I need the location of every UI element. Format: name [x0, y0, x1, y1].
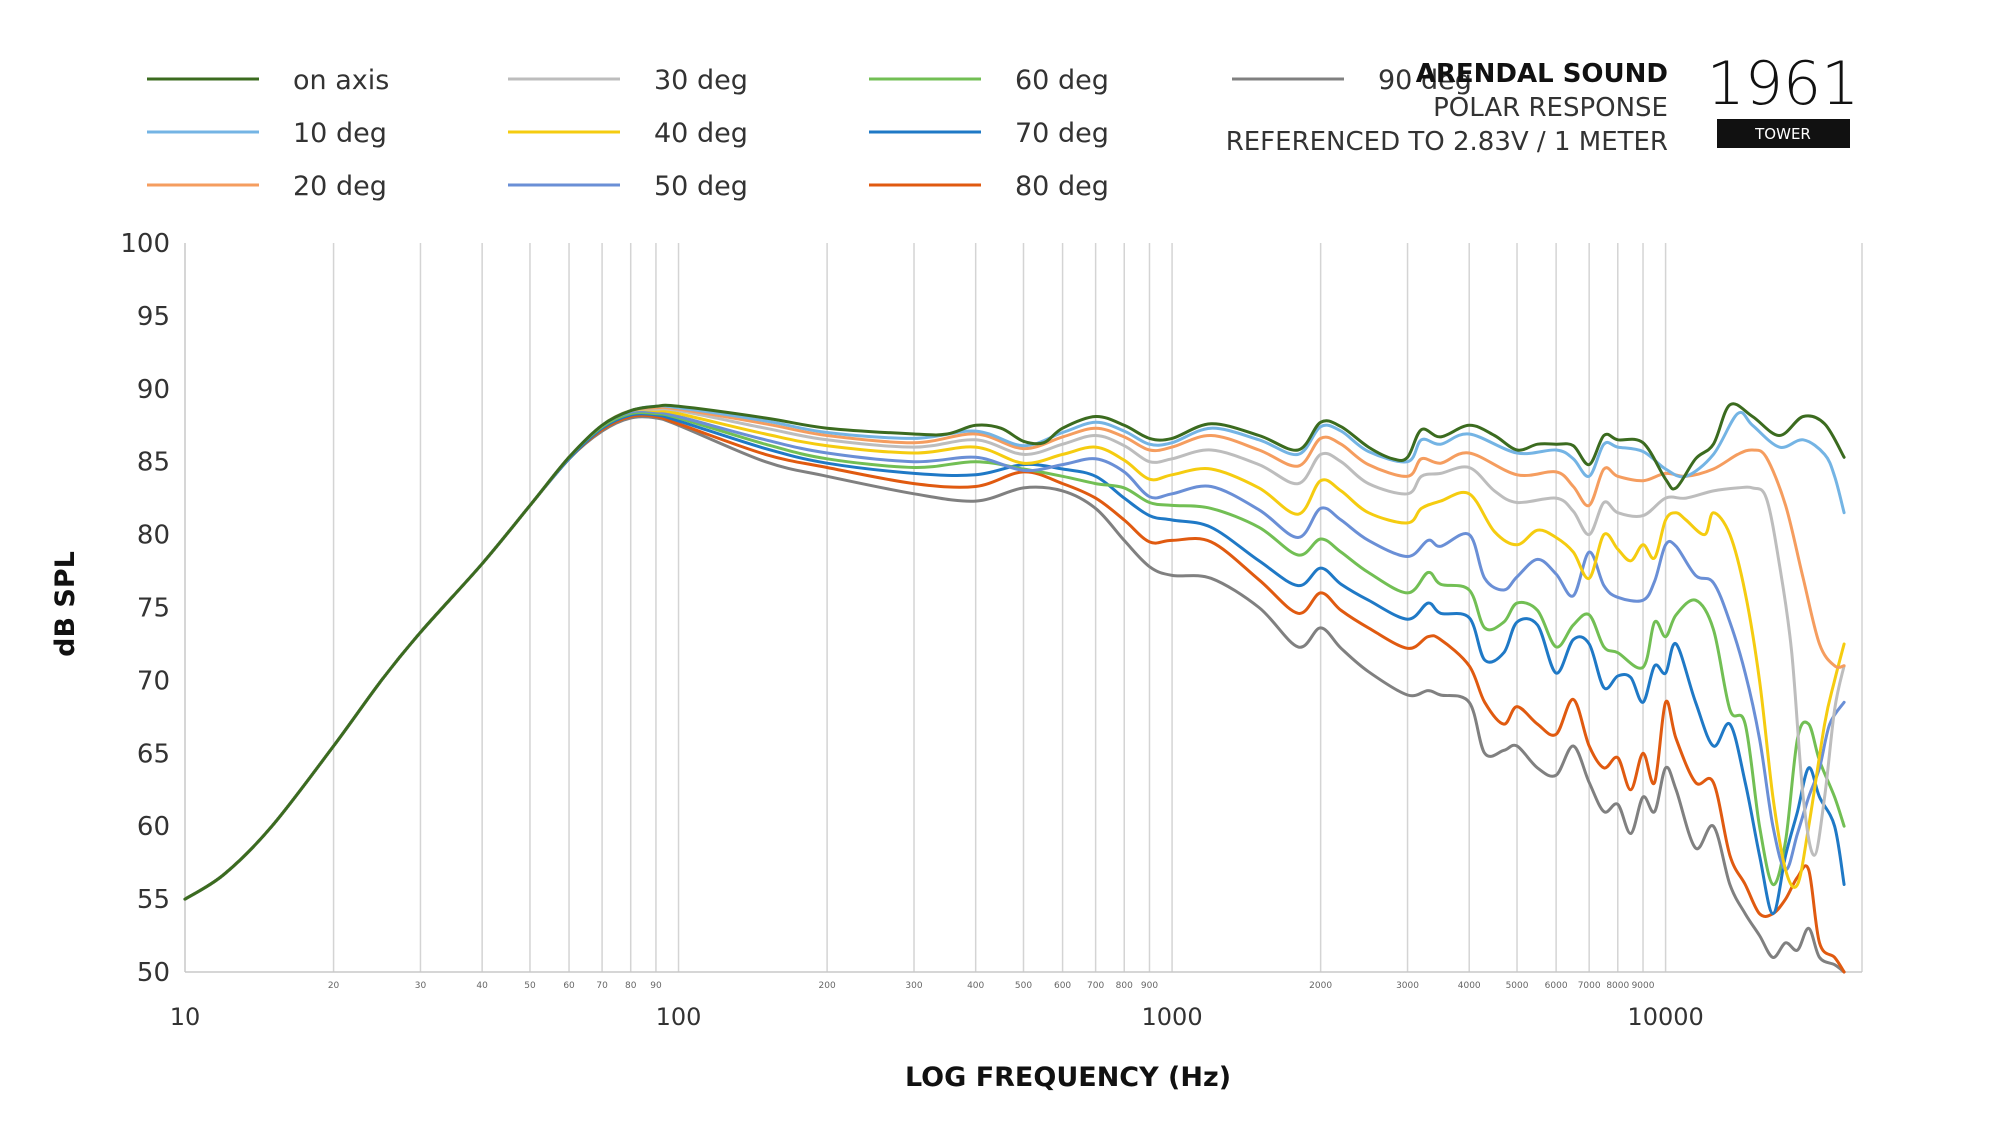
legend-label: 90 deg	[1378, 65, 1472, 96]
legend-label: 70 deg	[1015, 118, 1109, 149]
y-tick-label: 100	[120, 229, 170, 259]
series-lines	[183, 402, 1846, 974]
y-tick-label: 65	[137, 739, 170, 769]
legend-label: 50 deg	[654, 171, 748, 202]
x-minor-tick-label: 70	[596, 981, 608, 991]
x-major-tick-label: 100	[656, 1003, 702, 1031]
x-minor-tick-label: 60	[563, 981, 575, 991]
x-minor-tick-label: 9000	[1632, 981, 1655, 991]
series-line-20-deg	[183, 405, 1846, 901]
y-tick-label: 70	[137, 666, 170, 696]
chart-subtitle: POLAR RESPONSE	[1433, 93, 1668, 123]
x-minor-tick-label: 90	[650, 981, 662, 991]
x-minor-tick-label: 600	[1054, 981, 1071, 991]
x-minor-tick-label: 200	[819, 981, 836, 991]
y-tick-label: 85	[137, 448, 170, 478]
x-minor-tick-label: 40	[476, 981, 488, 991]
y-tick-label: 95	[137, 302, 170, 332]
x-minor-tick-label: 6000	[1545, 981, 1568, 991]
legend-label: 60 deg	[1015, 65, 1109, 96]
legend-item-20-deg: 20 deg	[147, 171, 387, 202]
series-line-10-deg	[183, 404, 1846, 901]
y-axis-ticks: 100 95 90 85 80 75 70 65 60 55 50	[120, 229, 170, 988]
x-minor-tick-label: 900	[1141, 981, 1158, 991]
y-tick-label: 90	[137, 375, 170, 405]
legend-label: 10 deg	[293, 118, 387, 149]
x-axis-ticks: 10 100 1000 10000 20 30 40 50 60 70 80 90 200 300 400 5…	[170, 981, 1704, 1031]
legend-label: 30 deg	[654, 65, 748, 96]
x-major-tick-label: 1000	[1142, 1003, 1203, 1031]
legend-item-10-deg: 10 deg	[147, 118, 387, 149]
grid	[184, 243, 1863, 973]
brand-title: ARENDAL SOUND	[1416, 59, 1668, 89]
y-tick-label: 80	[137, 521, 170, 551]
x-minor-tick-label: 4000	[1458, 981, 1481, 991]
x-minor-tick-label: 20	[328, 981, 340, 991]
legend-item-80-deg: 80 deg	[869, 171, 1109, 202]
y-tick-label: 60	[137, 812, 170, 842]
series-line-30-deg	[183, 407, 1846, 901]
legend-label: 80 deg	[1015, 171, 1109, 202]
chart-header: ARENDAL SOUND POLAR RESPONSE REFERENCED …	[1226, 59, 1668, 157]
legend-label: 20 deg	[293, 171, 387, 202]
x-minor-tick-label: 8000	[1606, 981, 1629, 991]
series-line-90-deg	[183, 415, 1846, 974]
legend-item-60-deg: 60 deg	[869, 65, 1109, 96]
legend-item-30-deg: 30 deg	[508, 65, 748, 96]
legend-item-90-deg: 90 deg	[1232, 65, 1472, 96]
series-line-50-deg	[183, 409, 1846, 901]
legend: on axis 10 deg 20 deg 30 deg 40 deg 50 deg 60 …	[147, 65, 1472, 202]
legend-label: 40 deg	[654, 118, 748, 149]
series-line-80-deg	[183, 413, 1846, 974]
y-tick-label: 50	[137, 958, 170, 988]
x-minor-tick-label: 50	[524, 981, 536, 991]
x-minor-tick-label: 2000	[1309, 981, 1332, 991]
x-minor-tick-label: 80	[625, 981, 637, 991]
legend-item-on-axis: on axis	[147, 65, 389, 96]
x-major-tick-label: 10000	[1627, 1003, 1703, 1031]
x-minor-tick-label: 7000	[1578, 981, 1601, 991]
reference-note: REFERENCED TO 2.83V / 1 METER	[1226, 127, 1668, 157]
x-minor-tick-label: 3000	[1396, 981, 1419, 991]
series-line-60-deg	[183, 410, 1846, 901]
x-major-tick-label: 10	[170, 1003, 201, 1031]
logo-tag-background	[1717, 119, 1850, 148]
x-minor-tick-label: 500	[1015, 981, 1032, 991]
legend-item-50-deg: 50 deg	[508, 171, 748, 202]
legend-label: on axis	[293, 65, 389, 96]
model-logo: 1961 TOWER	[1707, 49, 1860, 148]
x-minor-tick-label: 30	[415, 981, 427, 991]
legend-item-70-deg: 70 deg	[869, 118, 1109, 149]
logo-tag: TOWER	[1754, 125, 1811, 143]
x-minor-tick-label: 700	[1087, 981, 1104, 991]
y-tick-label: 75	[137, 594, 170, 624]
x-minor-tick-label: 400	[967, 981, 984, 991]
x-axis-title: LOG FREQUENCY (Hz)	[905, 1062, 1231, 1093]
y-axis-title: dB SPL	[50, 551, 81, 657]
series-line-40-deg	[183, 407, 1846, 901]
x-minor-tick-label: 800	[1116, 981, 1133, 991]
logo-number: 1961	[1707, 49, 1860, 119]
x-minor-tick-label: 5000	[1506, 981, 1529, 991]
y-tick-label: 55	[137, 885, 170, 915]
x-minor-tick-label: 300	[905, 981, 922, 991]
legend-item-40-deg: 40 deg	[508, 118, 748, 149]
series-line-on-axis	[183, 402, 1846, 901]
